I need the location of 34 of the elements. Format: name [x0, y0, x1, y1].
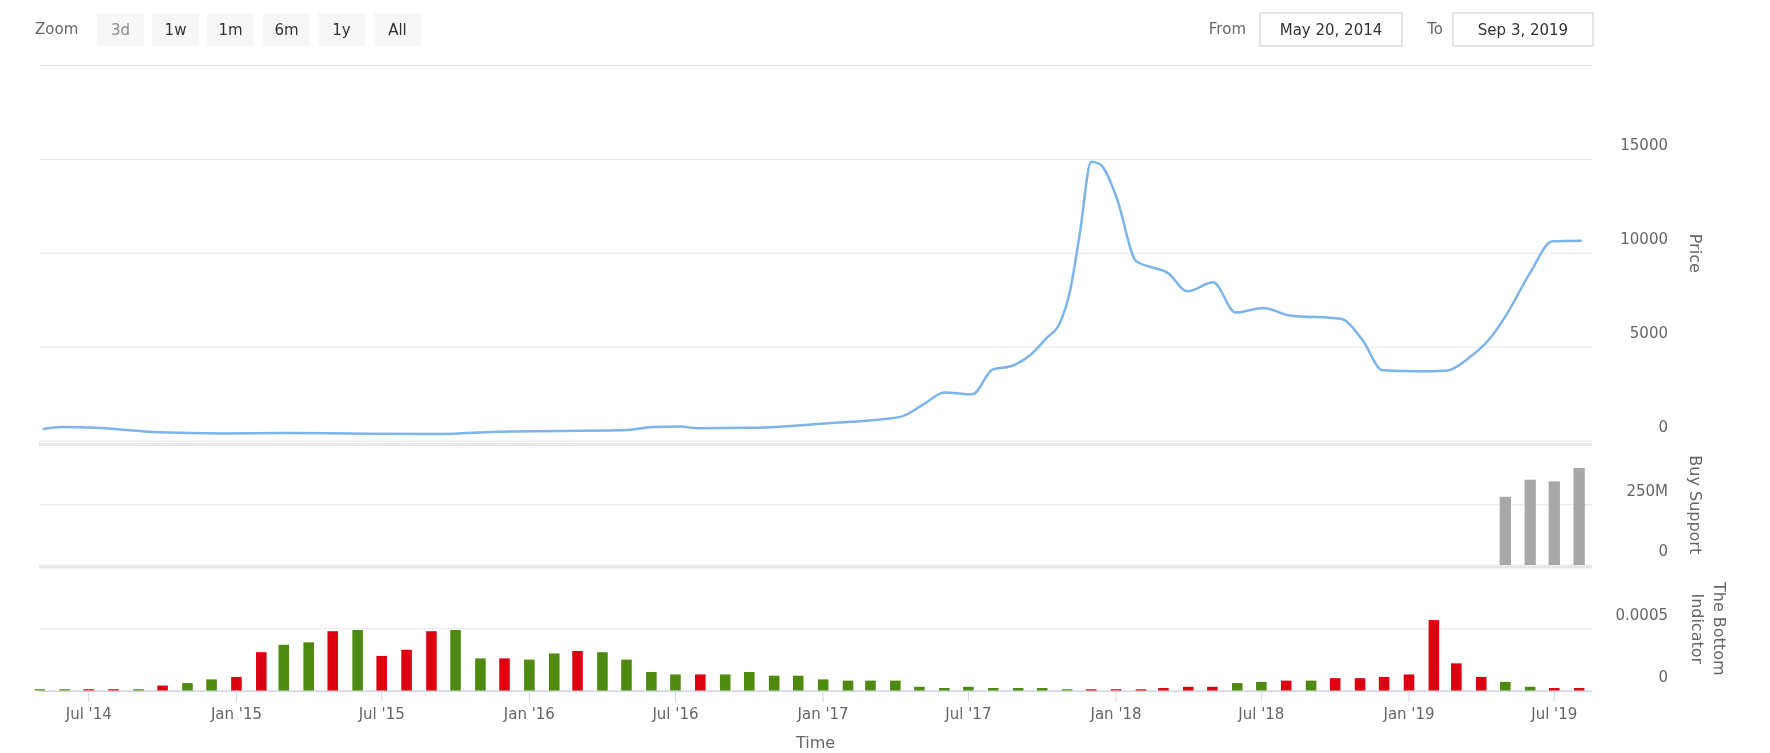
text: Sep 3, 2019: [1477, 21, 1569, 39]
text: All: [388, 21, 407, 39]
x-tick-label: Jul '18: [1237, 704, 1285, 723]
y-tick-label: 250M: [1626, 481, 1668, 500]
text: Zoom: [35, 20, 79, 38]
y-tick-label: 0: [1658, 418, 1668, 436]
x-axis-title: Time: [794, 732, 836, 752]
y-tick-label: 15000: [1620, 136, 1668, 155]
y-axis-title: Buy Support: [1686, 455, 1705, 555]
y-axis-title: Price: [1686, 233, 1705, 273]
y-tick-label: 5000: [1629, 324, 1668, 343]
x-tick-label: Jan '16: [502, 704, 555, 723]
x-tick-label: Jan '18: [1089, 704, 1142, 723]
text: 6m: [274, 21, 299, 39]
x-tick-label: Jul '16: [651, 704, 699, 723]
x-tick-label: Jan '19: [1382, 704, 1435, 723]
text: 3d: [110, 21, 131, 39]
y-tick-label: 0.0005: [1615, 605, 1668, 624]
text: 1y: [332, 21, 351, 39]
text: 1w: [164, 21, 187, 39]
x-tick-label: Jul '15: [357, 704, 405, 723]
y-tick-label: 0: [1658, 542, 1668, 560]
x-tick-label: Jan '17: [796, 704, 849, 723]
y-axis-title: The Bottom Indicator: [1688, 580, 1729, 676]
text: From: [1208, 20, 1246, 38]
x-tick-label: Jul '14: [64, 704, 112, 723]
x-tick-label: Jul '17: [944, 704, 992, 723]
text: May 20, 2014: [1279, 21, 1383, 39]
y-tick-label: 10000: [1620, 230, 1668, 249]
x-tick-label: Jan '15: [209, 704, 262, 723]
x-tick-label: Jul '19: [1530, 704, 1578, 723]
y-tick-label: 0: [1658, 667, 1668, 686]
text: 1m: [218, 21, 243, 39]
text: To: [1426, 20, 1443, 38]
